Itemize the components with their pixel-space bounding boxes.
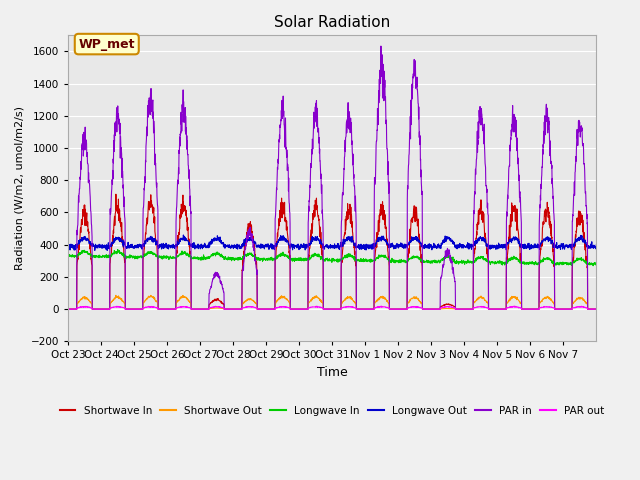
Shortwave Out: [112, 292, 120, 298]
PAR in: [117, 139, 125, 145]
Shortwave In: [593, 306, 600, 312]
Title: Solar Radiation: Solar Radiation: [274, 15, 390, 30]
PAR in: [492, 306, 499, 312]
Shortwave In: [585, 306, 593, 312]
Longwave In: [593, 261, 600, 266]
Longwave Out: [364, 242, 372, 248]
Longwave In: [64, 252, 72, 257]
Shortwave Out: [593, 306, 600, 312]
Line: PAR in: PAR in: [68, 46, 596, 309]
Longwave In: [589, 263, 597, 269]
PAR in: [521, 306, 529, 312]
PAR out: [492, 306, 499, 312]
Legend: Shortwave In, Shortwave Out, Longwave In, Longwave Out, PAR in, PAR out: Shortwave In, Shortwave Out, Longwave In…: [56, 402, 609, 420]
PAR in: [231, 306, 239, 312]
Longwave Out: [180, 232, 188, 238]
PAR out: [64, 306, 72, 312]
PAR out: [231, 306, 239, 312]
Longwave In: [492, 260, 499, 265]
Longwave Out: [593, 242, 600, 248]
Shortwave In: [521, 306, 529, 312]
Shortwave Out: [231, 306, 239, 312]
Longwave Out: [117, 238, 125, 244]
Shortwave In: [231, 306, 239, 312]
Shortwave In: [364, 306, 372, 312]
X-axis label: Time: Time: [317, 366, 348, 379]
Longwave Out: [522, 243, 529, 249]
PAR in: [377, 43, 385, 49]
Shortwave Out: [64, 306, 72, 312]
Longwave In: [231, 255, 239, 261]
Longwave In: [585, 261, 593, 267]
Line: PAR out: PAR out: [68, 306, 596, 309]
PAR out: [593, 306, 600, 312]
Longwave In: [521, 261, 529, 267]
Shortwave Out: [117, 296, 125, 302]
PAR out: [378, 303, 385, 309]
Shortwave Out: [585, 306, 593, 312]
Shortwave Out: [364, 306, 372, 312]
PAR in: [593, 306, 600, 312]
Y-axis label: Radiation (W/m2, umol/m2/s): Radiation (W/m2, umol/m2/s): [15, 107, 25, 270]
PAR in: [64, 306, 72, 312]
PAR out: [521, 306, 529, 312]
Longwave In: [364, 258, 372, 264]
Longwave In: [117, 251, 125, 256]
Shortwave In: [492, 306, 499, 312]
PAR out: [364, 306, 371, 312]
Longwave Out: [103, 248, 111, 253]
Shortwave In: [112, 192, 120, 197]
Longwave Out: [232, 244, 239, 250]
PAR in: [585, 306, 593, 312]
Line: Shortwave In: Shortwave In: [68, 194, 596, 309]
Longwave Out: [586, 243, 593, 249]
PAR in: [364, 306, 371, 312]
PAR out: [117, 304, 125, 310]
PAR out: [585, 306, 593, 312]
Shortwave In: [117, 221, 125, 227]
Line: Shortwave Out: Shortwave Out: [68, 295, 596, 309]
Longwave In: [114, 247, 122, 252]
Line: Longwave Out: Longwave Out: [68, 235, 596, 251]
Line: Longwave In: Longwave In: [68, 250, 596, 266]
Longwave Out: [492, 244, 499, 250]
Text: WP_met: WP_met: [79, 37, 135, 50]
Shortwave Out: [492, 306, 499, 312]
Shortwave Out: [521, 306, 529, 312]
Longwave Out: [64, 242, 72, 248]
Shortwave In: [64, 306, 72, 312]
